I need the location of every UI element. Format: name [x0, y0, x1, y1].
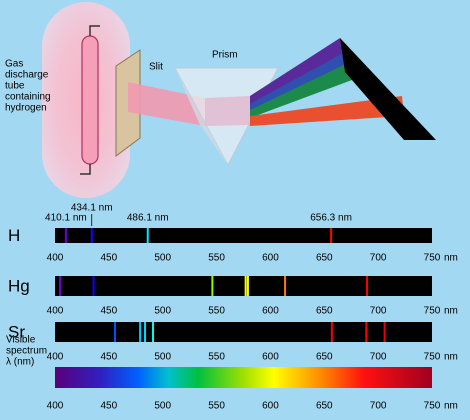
spectrum-name: H: [8, 226, 20, 245]
visible-label: spectrum: [6, 346, 47, 357]
tick-label: 550: [208, 401, 225, 412]
tick-label: 600: [262, 306, 279, 317]
spectral-line: [59, 276, 62, 296]
beam-in-prism: [205, 96, 250, 126]
tick-label: 650: [316, 401, 333, 412]
tick-label: 450: [101, 253, 118, 264]
tick-label: 600: [262, 352, 279, 363]
source-label-line: tube: [5, 81, 25, 92]
spectral-line: [92, 276, 95, 296]
spectral-line: [64, 228, 67, 243]
spectral-line: [139, 322, 142, 342]
tick-label: 550: [208, 253, 225, 264]
tick-label: 550: [208, 352, 225, 363]
spectral-line: [146, 228, 149, 243]
line-label: 410.1 nm: [45, 213, 87, 224]
tick-label: 750: [424, 401, 441, 412]
beam-violet: [250, 38, 345, 106]
visible-bar: [55, 367, 432, 388]
spectral-line: [144, 322, 147, 342]
axis-unit: nm: [444, 253, 458, 264]
screen: [340, 38, 436, 140]
beam-red: [250, 96, 404, 126]
axis-unit: nm: [444, 352, 458, 363]
spectrum-name: Sr: [8, 322, 25, 341]
spectral-line: [246, 276, 249, 296]
spectrum-bar: [55, 276, 432, 296]
spectral-line: [152, 322, 155, 342]
tick-label: 500: [154, 352, 171, 363]
tick-label: 750: [424, 306, 441, 317]
axis-unit: nm: [444, 401, 458, 412]
source-label-line: discharge: [5, 70, 49, 81]
spectral-line: [284, 276, 287, 296]
tick-label: 400: [47, 401, 64, 412]
spectral-line: [113, 322, 116, 342]
tick-label: 700: [370, 306, 387, 317]
spectral-line: [244, 276, 247, 296]
slit-label: Slit: [149, 62, 163, 73]
spectral-line: [365, 322, 368, 342]
tick-label: 400: [47, 306, 64, 317]
tick-label: 400: [47, 253, 64, 264]
electrodes: [80, 25, 100, 175]
spectral-line: [366, 276, 369, 296]
visible-label: λ (nm): [6, 357, 34, 368]
tick-label: 700: [370, 401, 387, 412]
visible-label: Visible: [6, 335, 36, 346]
tick-label: 600: [262, 401, 279, 412]
line-label: 434.1 nm: [71, 203, 113, 214]
tick-label: 500: [154, 306, 171, 317]
tick-label: 450: [101, 306, 118, 317]
tick-label: 700: [370, 253, 387, 264]
tick-label: 650: [316, 253, 333, 264]
beam: [128, 82, 205, 126]
tick-label: 750: [424, 253, 441, 264]
spectral-line: [330, 228, 333, 243]
spectrum-name: Hg: [8, 276, 30, 295]
spectral-line: [330, 322, 333, 342]
tick-label: 400: [47, 352, 64, 363]
tick-label: 500: [154, 401, 171, 412]
spectral-line: [90, 228, 93, 243]
discharge-tube: [81, 35, 99, 165]
spectral-line: [211, 276, 214, 296]
tick-label: 550: [208, 306, 225, 317]
spectrum-bar: [55, 322, 432, 342]
tick-label: 500: [154, 253, 171, 264]
source-label-line: Gas: [5, 59, 23, 70]
spectrum-bar: [55, 228, 432, 243]
tick-label: 600: [262, 253, 279, 264]
source-label-line: containing: [5, 92, 51, 103]
tick-label: 450: [101, 352, 118, 363]
tick-label: 650: [316, 352, 333, 363]
beam-blue: [250, 52, 348, 112]
prism-label: Prism: [212, 50, 238, 61]
line-label: 486.1 nm: [127, 213, 169, 224]
tick-label: 700: [370, 352, 387, 363]
source-label-line: hydrogen: [5, 103, 47, 114]
tick-label: 650: [316, 306, 333, 317]
line-label: 656.3 nm: [310, 213, 352, 224]
tick-label: 750: [424, 352, 441, 363]
spectral-line: [383, 322, 386, 342]
beam-green: [250, 62, 352, 118]
tick-label: 450: [101, 401, 118, 412]
prism-face: [175, 68, 228, 165]
axis-unit: nm: [444, 306, 458, 317]
